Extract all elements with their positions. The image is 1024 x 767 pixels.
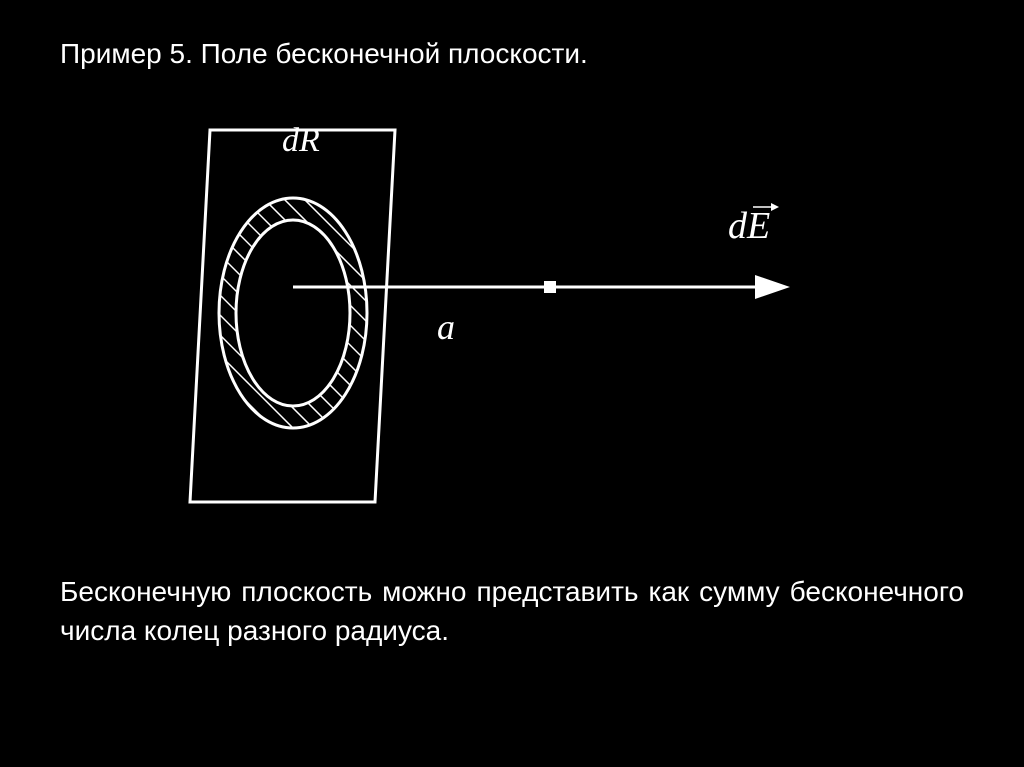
- physics-diagram-svg: [0, 95, 1024, 515]
- page-title: Пример 5. Поле бесконечной плоскости.: [60, 38, 588, 70]
- vector-arrow-over-E: [751, 195, 781, 222]
- description-text: Бесконечную плоскость можно представить …: [60, 572, 964, 650]
- arrow-head-icon: [755, 275, 790, 299]
- outer-ring-ellipse: [219, 198, 367, 428]
- label-dR: dR: [282, 122, 320, 160]
- diagram: [0, 95, 1024, 515]
- observation-point-marker: [544, 281, 556, 293]
- label-a: a: [437, 306, 455, 348]
- inner-ring-ellipse: [236, 220, 350, 406]
